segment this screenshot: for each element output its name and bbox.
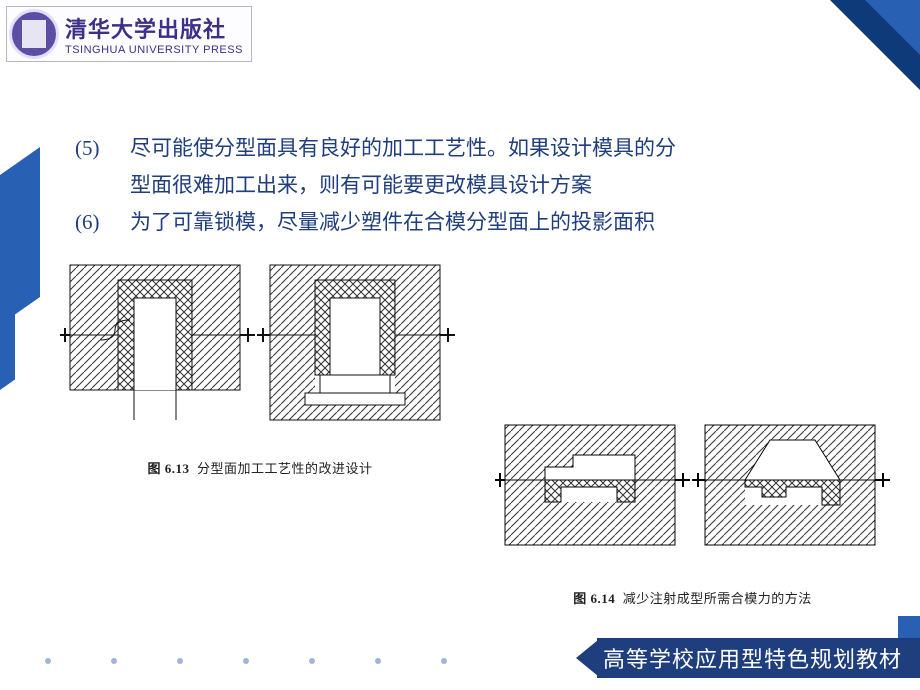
publisher-emblem bbox=[9, 9, 59, 59]
bullet-text-5-line2: 型面很难加工出来，则有可能要更改模具设计方案 bbox=[75, 167, 880, 204]
left-decoration-2 bbox=[0, 289, 15, 400]
bullet-text-5-line1: 尽可能使分型面具有良好的加工工艺性。如果设计模具的分 bbox=[130, 130, 880, 167]
figure-6-13-caption: 图 6.13 分型面加工工艺性的改进设计 bbox=[60, 458, 460, 477]
figures-area: 图 6.13 分型面加工工艺性的改进设计 bbox=[60, 260, 890, 620]
figure-6-14-caption: 图 6.14 减少注射成型所需合模力的方法 bbox=[495, 588, 890, 607]
publisher-name-en: TSINGHUA UNIVERSITY PRESS bbox=[65, 44, 243, 56]
footer-text: 高等学校应用型特色规划教材 bbox=[597, 638, 920, 678]
bullet-text-6-line1: 为了可靠锁模，尽量减少塑件在合模分型面上的投影面积 bbox=[130, 204, 880, 241]
right-square-decoration bbox=[898, 616, 920, 638]
slide-content: (5) 尽可能使分型面具有良好的加工工艺性。如果设计模具的分 型面很难加工出来，… bbox=[75, 130, 880, 240]
bullet-number-6: (6) bbox=[75, 204, 130, 241]
publisher-name-cn: 清华大学出版社 bbox=[65, 12, 243, 44]
publisher-logo-bar: 清华大学出版社 TSINGHUA UNIVERSITY PRESS bbox=[6, 6, 252, 62]
decorative-dots bbox=[45, 658, 447, 664]
figure-6-13: 图 6.13 分型面加工工艺性的改进设计 bbox=[60, 260, 460, 477]
figure-6-14: 图 6.14 减少注射成型所需合模力的方法 bbox=[495, 415, 890, 607]
corner-decoration-light bbox=[865, 0, 920, 55]
footer-ribbon: 高等学校应用型特色规划教材 bbox=[576, 638, 920, 678]
bullet-number-5: (5) bbox=[75, 130, 130, 167]
